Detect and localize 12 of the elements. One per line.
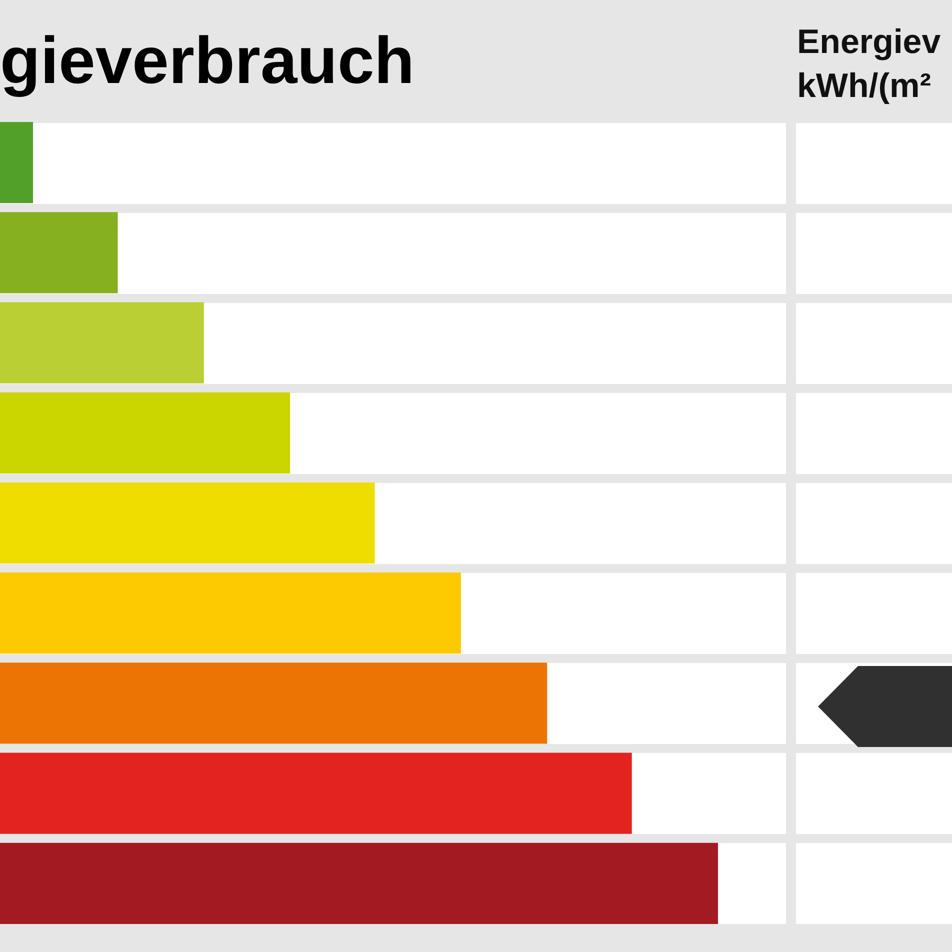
bar [0,482,375,564]
bar [0,302,204,384]
text: kWh/(m² [797,66,932,107]
bar [0,212,118,294]
bar [0,392,290,474]
bar [0,662,548,744]
bar [0,122,34,204]
text: Energiev [797,22,941,63]
bar [0,842,718,924]
chart-title: gieverbrauch [0,22,414,98]
bar [0,752,632,834]
bar [0,572,461,654]
